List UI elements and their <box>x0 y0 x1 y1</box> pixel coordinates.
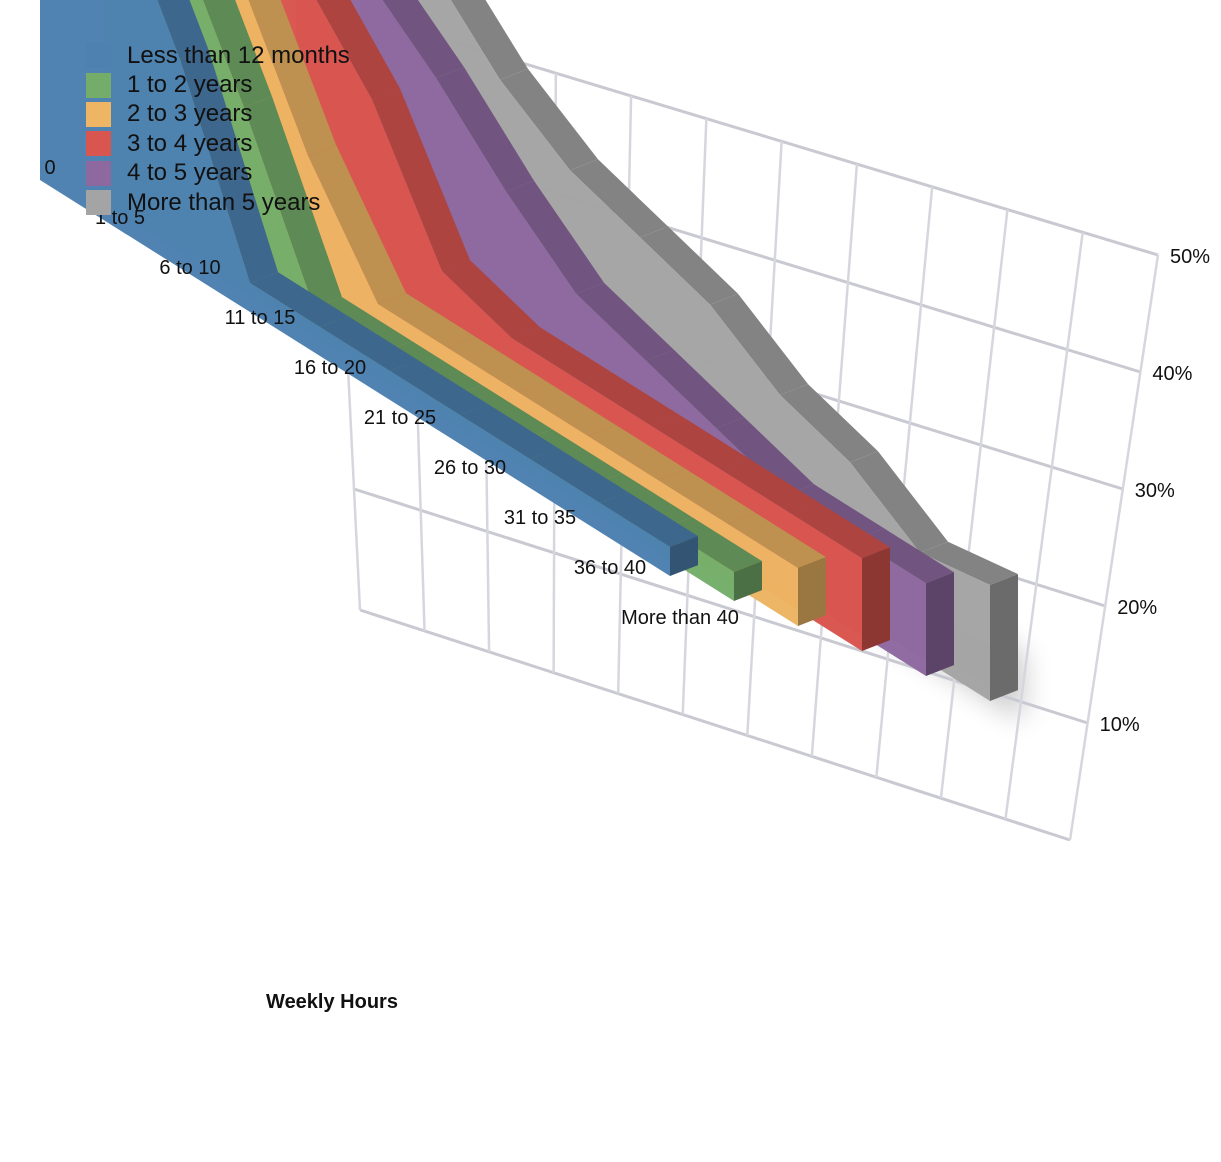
legend-label: Less than 12 months <box>127 41 350 69</box>
legend-swatch <box>86 190 111 216</box>
ribbon-front-face <box>40 0 670 576</box>
ribbon-top-facet <box>512 327 610 383</box>
ribbon-top-facet <box>728 513 826 568</box>
legend-swatch <box>86 43 111 69</box>
ribbon-top-facet <box>157 0 208 60</box>
ribbon-top-facet <box>390 360 488 415</box>
ribbon-top-facet <box>316 0 400 100</box>
ribbon-top-facet <box>652 415 750 471</box>
legend-item: 1 to 2 years <box>86 70 350 99</box>
ribbon-top-facet <box>378 293 476 348</box>
legend-item: More than 5 years <box>86 188 350 217</box>
x-tick-label: 0 <box>44 157 55 179</box>
ribbon-top-facet <box>850 451 948 553</box>
ribbon-top-facet <box>460 404 558 459</box>
ribbon-top-facet <box>506 180 604 294</box>
ribbon-top-facet <box>600 492 698 547</box>
y-tick-label: 50% <box>1170 246 1210 268</box>
legend-item: 3 to 4 years <box>86 129 350 158</box>
ribbon-front-face <box>168 0 798 626</box>
y-tick-label: 20% <box>1117 597 1157 619</box>
ribbon-end-cap <box>798 557 826 626</box>
ribbon-top-facet <box>518 381 616 436</box>
ribbon-top-facet <box>382 0 464 78</box>
ribbon-top-facet <box>450 0 528 80</box>
y-tick-label: 40% <box>1152 363 1192 385</box>
x-tick-label: 6 to 10 <box>159 257 220 279</box>
legend-item: Less than 12 months <box>86 41 350 70</box>
ribbon-end-cap <box>734 561 762 601</box>
y-axis-ticks: 10% 20% 30% 40% 50% <box>1100 246 1211 736</box>
legend-label: 4 to 5 years <box>127 159 253 187</box>
ribbon-top-facet <box>588 425 686 480</box>
ribbon-top-facet <box>448 337 546 392</box>
ribbon-top-facet <box>710 293 808 395</box>
series-ribbons <box>40 0 1018 701</box>
ribbon-top-facet <box>308 144 406 304</box>
legend: Less than 12 months 1 to 2 years 2 to 3 ye… <box>86 41 350 217</box>
ribbon-top-facet <box>442 260 540 339</box>
ribbon-end-cap <box>926 572 954 676</box>
ribbon-top-facet <box>576 282 674 361</box>
grid-line-vertical <box>1068 254 1160 841</box>
legend-swatch <box>86 101 111 127</box>
ribbon-end-cap <box>862 547 890 651</box>
x-tick-label: 26 to 30 <box>434 457 506 479</box>
y-tick-label: 10% <box>1100 714 1140 736</box>
ribbon-end-cap <box>670 536 698 576</box>
ribbon-top-facet <box>244 96 342 308</box>
ribbon-top-facet <box>920 541 1018 585</box>
grid-line-vertical <box>1004 232 1084 820</box>
ribbon-top-facet <box>248 0 336 156</box>
ribbon-top-facet <box>722 459 820 515</box>
x-tick-label: 16 to 20 <box>294 357 366 379</box>
y-tick-label: 30% <box>1135 480 1175 502</box>
legend-item: 4 to 5 years <box>86 159 350 188</box>
ribbon-top-facet <box>202 0 272 108</box>
legend-label: More than 5 years <box>127 188 321 216</box>
ribbon-top-facet <box>716 417 814 496</box>
x-tick-label: More than 40 <box>621 607 739 629</box>
x-axis-title: Weekly Hours <box>266 991 398 1013</box>
legend-label: 3 to 4 years <box>127 129 253 157</box>
legend-label: 2 to 3 years <box>127 100 253 128</box>
legend-label: 1 to 2 years <box>127 71 253 99</box>
legend-item: 2 to 3 years <box>86 100 350 129</box>
ribbon-top-facet <box>180 48 278 283</box>
legend-swatch <box>86 72 111 98</box>
x-tick-label: 21 to 25 <box>364 407 436 429</box>
ribbon-top-facet <box>250 272 348 327</box>
ribbon-top-facet <box>780 384 878 463</box>
x-tick-label: 31 to 35 <box>504 507 576 529</box>
ribbon-top-facet <box>792 503 890 559</box>
ribbon-top-facet <box>658 469 756 524</box>
grid-line-horizontal <box>359 608 1071 842</box>
x-tick-label: 11 to 15 <box>225 307 296 329</box>
ribbon-top-facet <box>500 68 598 171</box>
ribbon-top-facet <box>646 349 744 428</box>
legend-swatch <box>86 160 111 186</box>
series-ribbon <box>40 0 698 576</box>
ribbon-top-facet <box>436 67 534 192</box>
ribbon-top-facet <box>372 88 470 271</box>
grid-line-vertical <box>939 209 1009 799</box>
ribbon-top-facet <box>530 448 628 503</box>
ribbon-top-facet <box>320 316 418 371</box>
series-ribbon <box>168 0 826 626</box>
ribbon-top-facet <box>582 371 680 427</box>
ribbon-end-cap <box>990 574 1018 701</box>
ribbon-top-facet <box>640 226 738 305</box>
ribbon-top-facet <box>570 159 668 238</box>
x-tick-label: 36 to 40 <box>574 557 646 579</box>
legend-swatch <box>86 131 111 157</box>
grid-line-vertical <box>875 186 934 778</box>
